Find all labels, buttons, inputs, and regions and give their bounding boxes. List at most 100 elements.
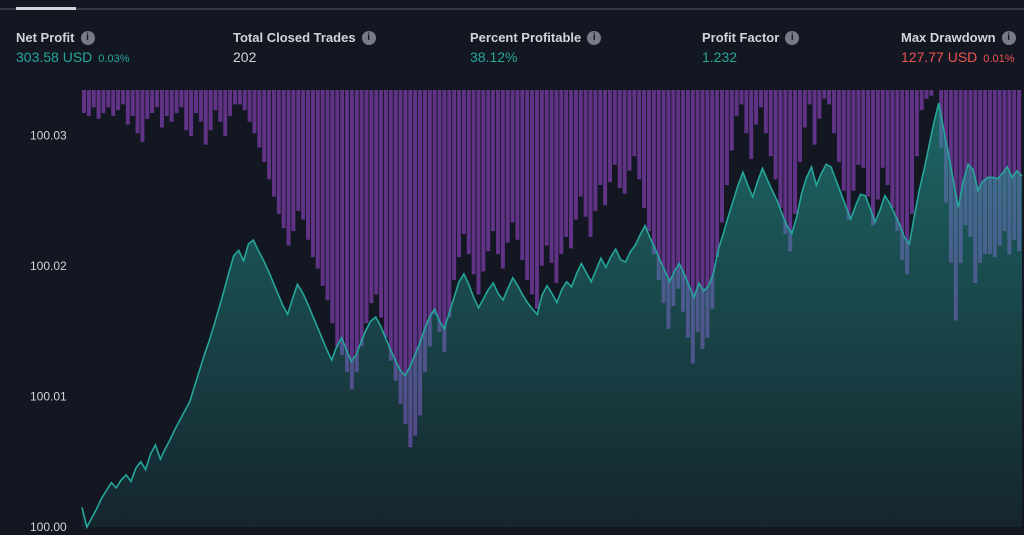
tab-active-indicator[interactable] [16, 7, 76, 10]
drawdown-bar [700, 90, 705, 350]
drawdown-bar [486, 90, 491, 252]
drawdown-bar [403, 90, 408, 425]
drawdown-bar [374, 90, 379, 295]
drawdown-bar [349, 90, 354, 390]
drawdown-bar [841, 90, 846, 191]
stat-profit-factor-label-row: Profit Factor i [702, 30, 800, 45]
drawdown-bar [758, 90, 763, 108]
drawdown-bar [130, 90, 135, 116]
stat-max-drawdown: Max Drawdown i 127.77 USD 0.01% [901, 30, 1016, 65]
drawdown-bar [978, 90, 983, 263]
info-icon[interactable]: i [587, 30, 602, 45]
drawdown-bar [807, 90, 812, 105]
drawdown-bar [491, 90, 496, 232]
drawdown-bar [466, 90, 471, 255]
drawdown-bar [724, 90, 729, 186]
drawdown-bar [101, 90, 106, 114]
drawdown-bar [637, 90, 642, 180]
drawdown-bar [720, 90, 724, 223]
info-icon[interactable]: i [785, 30, 800, 45]
percent-profitable-value: 38.12% [470, 49, 518, 65]
drawdown-bar [96, 90, 101, 119]
drawdown-bar [895, 90, 900, 232]
drawdown-bar [861, 90, 866, 168]
tab-underline-track [0, 8, 1024, 10]
info-icon[interactable]: i [80, 30, 95, 45]
stat-total-closed-trades-label-row: Total Closed Trades i [233, 30, 376, 45]
drawdown-bar [768, 90, 773, 157]
drawdown-bar [223, 90, 228, 137]
drawdown-bar [773, 90, 778, 180]
stat-net-profit: Net Profit i 303.58 USD 0.03% [16, 30, 129, 65]
drawdown-bar [471, 90, 476, 275]
drawdown-bar [427, 90, 432, 347]
drawdown-bar [525, 90, 530, 281]
drawdown-bar [593, 90, 598, 211]
info-icon[interactable]: i [1001, 30, 1016, 45]
stat-label: Total Closed Trades [233, 30, 356, 45]
drawdown-bar [359, 90, 364, 347]
drawdown-bar [603, 90, 608, 206]
drawdown-bar [86, 90, 91, 116]
drawdown-bar [987, 90, 992, 255]
drawdown-bar [276, 90, 281, 214]
drawdown-bar [452, 90, 457, 281]
stat-label: Profit Factor [702, 30, 780, 45]
drawdown-bar [885, 90, 890, 186]
drawdown-bar [530, 90, 535, 295]
drawdown-bar [812, 90, 817, 145]
equity-drawdown-chart[interactable]: 100.03 100.02 100.01 100.00 [0, 84, 1024, 535]
drawdown-bar [520, 90, 525, 260]
drawdown-bar [252, 90, 257, 134]
drawdown-bar [676, 90, 681, 289]
y-tick-label: 100.02 [30, 259, 67, 273]
drawdown-bar [778, 90, 783, 209]
drawdown-bar [189, 90, 194, 137]
drawdown-bar [388, 90, 393, 361]
drawdown-bar [900, 90, 905, 260]
drawdown-bar [257, 90, 262, 148]
drawdown-bar [783, 90, 788, 234]
drawdown-bar [330, 90, 335, 324]
drawdown-bar [242, 90, 247, 111]
drawdown-bar [164, 90, 169, 116]
equity-area [82, 103, 1022, 527]
drawdown-bar [325, 90, 330, 301]
drawdown-bar [681, 90, 686, 312]
drawdown-bar [749, 90, 754, 160]
drawdown-bar [174, 90, 179, 114]
drawdown-bar [393, 90, 398, 381]
drawdown-bar [437, 90, 442, 332]
drawdown-bar [685, 90, 690, 338]
drawdown-bar [890, 90, 895, 209]
info-icon[interactable]: i [361, 30, 376, 45]
drawdown-bar [880, 90, 885, 168]
drawdown-bar [763, 90, 768, 134]
drawdown-bar [822, 90, 827, 99]
top-tab-strip [0, 0, 1024, 14]
drawdown-bar [379, 90, 384, 318]
drawdown-bar [145, 90, 150, 119]
net-profit-value: 303.58 USD [16, 49, 93, 65]
drawdown-bar [345, 90, 349, 373]
drawdown-bar [963, 90, 968, 226]
drawdown-bar [846, 90, 851, 220]
drawdown-bar [817, 90, 822, 119]
drawdown-bar [832, 90, 837, 134]
stat-percent-profitable-label-row: Percent Profitable i [470, 30, 602, 45]
drawdown-bar [549, 90, 554, 263]
drawdown-bar [710, 90, 715, 309]
drawdown-bar [968, 90, 973, 237]
stat-label: Percent Profitable [470, 30, 582, 45]
drawdown-bar [788, 90, 793, 252]
drawdown-bar [666, 90, 671, 330]
drawdown-bar [866, 90, 871, 197]
y-tick-label: 100.01 [30, 390, 67, 404]
drawdown-bar [116, 90, 121, 111]
drawdown-bar [559, 90, 564, 255]
drawdown-bars [82, 90, 1022, 448]
drawdown-bar [797, 90, 802, 162]
drawdown-bar [983, 90, 988, 255]
stat-value-row: 303.58 USD 0.03% [16, 49, 129, 65]
drawdown-bar [106, 90, 111, 108]
